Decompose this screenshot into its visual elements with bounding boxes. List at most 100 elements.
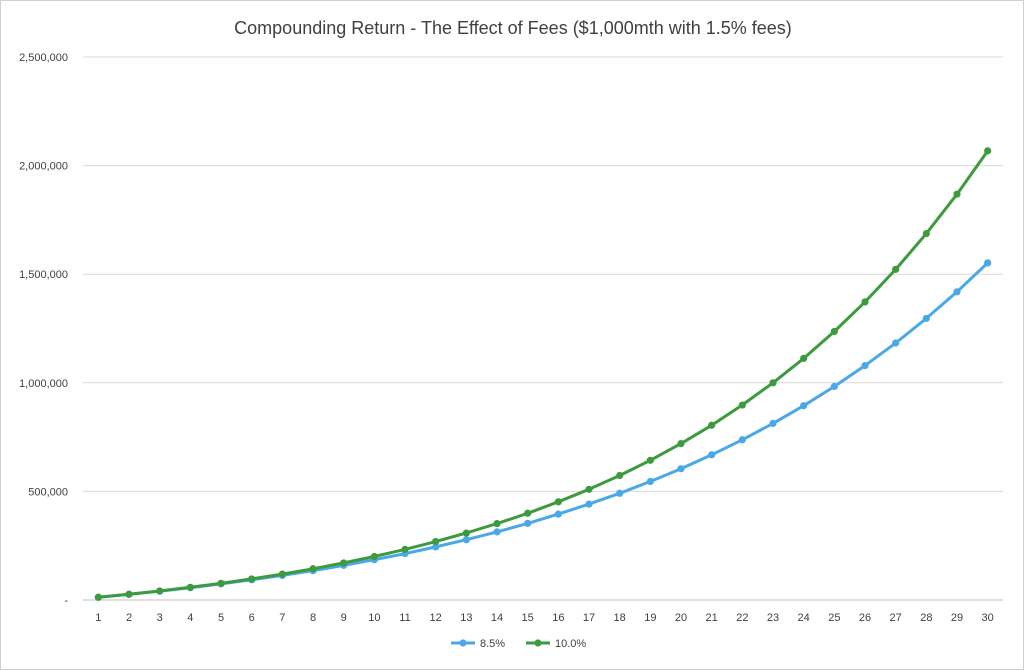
data-point	[370, 552, 378, 561]
data-point	[646, 456, 654, 464]
data-point	[585, 485, 593, 493]
legend: 8.5% 10.0%	[451, 638, 586, 650]
data-point	[554, 510, 562, 518]
data-point	[984, 259, 992, 267]
axes: - 500,000 1,000,000 1,500,000 2,000,000 2,500…	[19, 52, 994, 624]
data-point	[738, 436, 746, 444]
data-point	[585, 500, 593, 508]
series-line	[96, 149, 990, 599]
legend-label: 10.0%	[555, 638, 586, 650]
y-tick-label: -	[64, 595, 68, 607]
y-tick-label: 1,500,000	[19, 269, 68, 281]
x-tick-label: 9	[341, 612, 347, 624]
x-tick-label: 28	[920, 612, 932, 624]
data-point	[340, 559, 348, 567]
x-tick-label: 11	[399, 612, 410, 624]
x-tick-label: 26	[859, 612, 871, 624]
x-tick-label: 13	[460, 612, 472, 624]
data-point	[953, 190, 961, 198]
y-tick-label: 500,000	[28, 486, 68, 498]
legend-item-2: 10.0%	[526, 638, 586, 650]
x-tick-label: 19	[644, 612, 656, 624]
x-tick-label: 1	[95, 612, 101, 624]
data-point	[217, 579, 225, 587]
data-point	[861, 362, 869, 370]
y-tick-label: 1,000,000	[19, 378, 68, 390]
legend-swatch-marker	[459, 639, 467, 647]
data-point	[524, 519, 532, 527]
data-point	[922, 229, 930, 238]
data-point	[800, 402, 808, 410]
data-point	[616, 471, 624, 480]
x-tick-label: 7	[279, 612, 285, 624]
data-point	[125, 590, 133, 598]
data-point	[892, 339, 900, 347]
data-point	[524, 509, 532, 517]
x-tick-label: 3	[157, 612, 163, 624]
data-point	[677, 440, 685, 448]
data-point	[616, 489, 624, 497]
y-tick-label: 2,500,000	[19, 52, 68, 64]
data-point	[984, 147, 992, 155]
x-tick-label: 2	[126, 612, 132, 624]
data-point	[769, 379, 777, 387]
chart-title: Compounding Return - The Effect of Fees …	[234, 18, 792, 38]
data-point	[432, 538, 440, 546]
x-tick-label: 24	[798, 612, 810, 624]
data-point	[493, 520, 501, 528]
data-point	[248, 575, 256, 583]
data-point	[800, 354, 808, 362]
data-point	[708, 421, 716, 429]
data-point	[677, 465, 685, 473]
data-point	[432, 543, 440, 551]
data-point	[922, 314, 930, 323]
data-point	[186, 583, 194, 591]
y-tick-label: 2,000,000	[19, 161, 68, 173]
legend-item-1: 8.5%	[451, 638, 505, 650]
data-point	[861, 298, 869, 306]
x-tick-label: 4	[187, 612, 193, 624]
legend-label: 8.5%	[480, 638, 505, 650]
x-tick-label: 21	[706, 612, 718, 624]
gridlines	[83, 56, 1003, 601]
data-point	[953, 288, 961, 296]
data-point	[493, 528, 501, 536]
data-point	[892, 265, 900, 273]
data-point	[738, 401, 746, 409]
data-point	[708, 451, 716, 459]
data-point	[646, 477, 654, 486]
legend-swatch-marker	[534, 639, 542, 647]
data-point	[278, 570, 286, 578]
x-tick-label: 14	[491, 612, 503, 624]
data-point	[830, 327, 838, 336]
x-tick-label: 12	[430, 612, 442, 624]
x-tick-label: 30	[982, 612, 994, 624]
series-2	[94, 147, 992, 601]
data-point	[830, 382, 838, 391]
data-point	[309, 565, 317, 573]
data-point	[554, 498, 562, 506]
x-tick-label: 27	[890, 612, 902, 624]
data-point	[401, 545, 409, 554]
x-tick-label: 20	[675, 612, 687, 624]
data-point	[94, 593, 102, 601]
data-point	[156, 587, 164, 595]
x-tick-label: 5	[218, 612, 224, 624]
data-point	[462, 536, 470, 544]
x-tick-label: 18	[614, 612, 626, 624]
data-point	[769, 419, 777, 428]
x-tick-label: 29	[951, 612, 963, 624]
x-tick-label: 8	[310, 612, 316, 624]
series-lines	[94, 147, 992, 601]
x-tick-label: 15	[522, 612, 534, 624]
x-tick-label: 10	[368, 612, 380, 624]
x-tick-label: 23	[767, 612, 779, 624]
x-tick-label: 22	[736, 612, 748, 624]
data-point	[462, 529, 470, 537]
x-tick-label: 16	[552, 612, 564, 624]
x-tick-label: 17	[583, 612, 595, 624]
x-tick-label: 6	[249, 612, 255, 624]
x-tick-label: 25	[828, 612, 840, 624]
